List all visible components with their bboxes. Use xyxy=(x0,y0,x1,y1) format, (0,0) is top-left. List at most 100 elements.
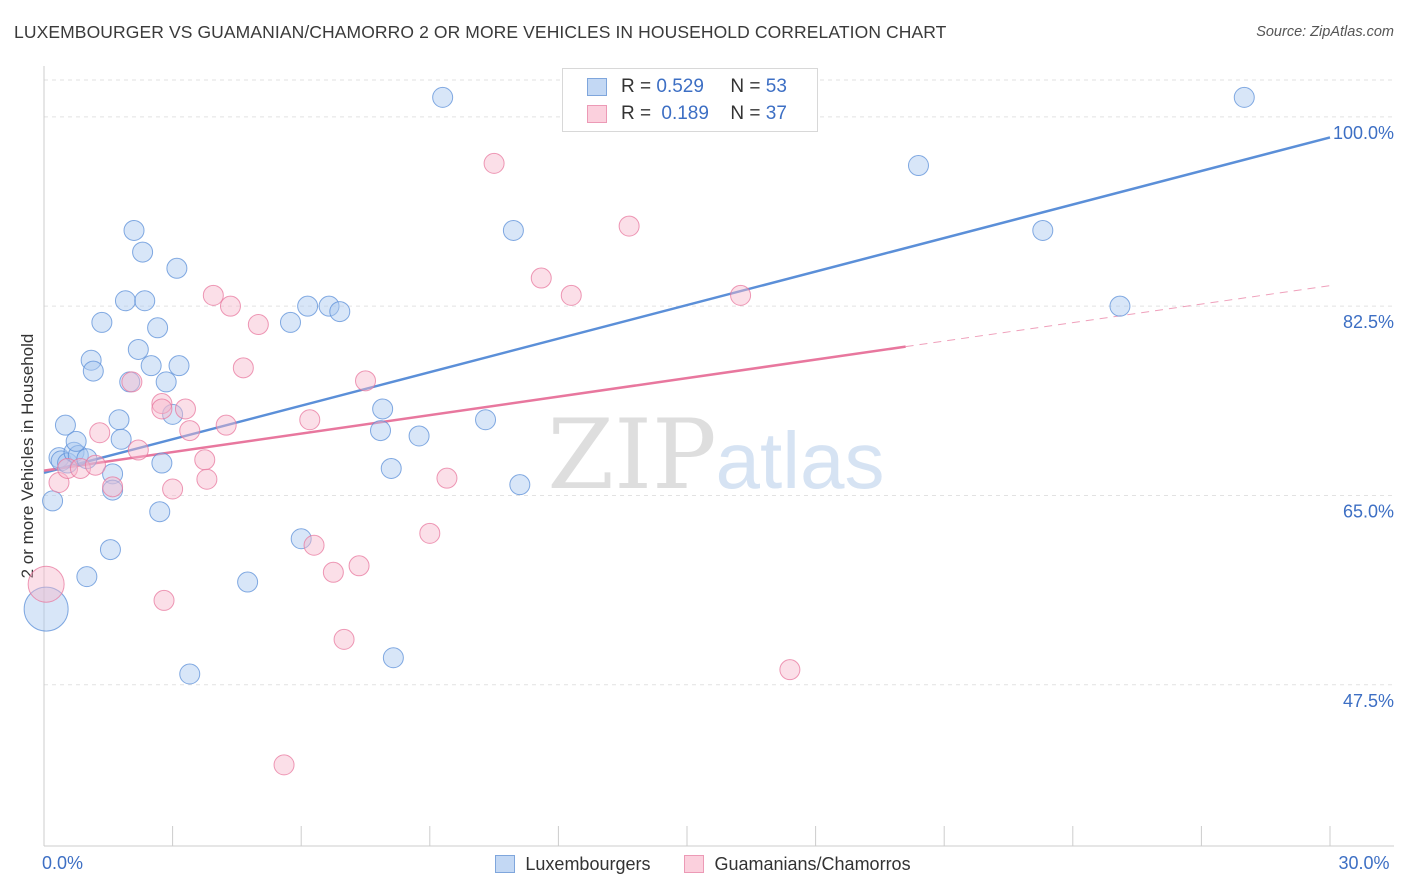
data-point-guamanian xyxy=(779,659,801,681)
grid-lines xyxy=(44,79,1394,686)
data-point-luxembourger xyxy=(162,403,184,425)
data-point-luxembourger xyxy=(166,257,188,279)
data-point-luxembourger xyxy=(132,241,154,263)
data-point-guamanian xyxy=(57,457,79,479)
data-point-guamanian xyxy=(196,468,218,490)
data-point-guamanian xyxy=(273,754,295,776)
data-point-guamanian xyxy=(151,398,173,420)
data-point-guamanian xyxy=(151,393,173,415)
data-point-luxembourger xyxy=(475,409,497,431)
data-point-luxembourger xyxy=(509,474,531,496)
data-point-luxembourger xyxy=(99,539,121,561)
data-point-luxembourger xyxy=(102,463,124,485)
data-point-luxembourger xyxy=(237,571,259,593)
legend-n-label: N = xyxy=(730,103,761,124)
data-point-luxembourger xyxy=(65,430,87,452)
legend-row-guamanians: R = 0.189 N = 37 xyxy=(587,101,787,127)
data-point-luxembourger xyxy=(1233,86,1255,108)
data-point-luxembourger xyxy=(127,338,149,360)
data-point-luxembourger xyxy=(149,501,171,523)
data-point-luxembourger xyxy=(279,311,301,333)
data-point-guamanian xyxy=(232,357,254,379)
data-point-luxembourger xyxy=(408,425,430,447)
x-tick-label: 0.0% xyxy=(42,853,83,873)
data-point-guamanian xyxy=(419,522,441,544)
data-point-luxembourger xyxy=(502,219,524,241)
data-point-luxembourger xyxy=(134,290,156,312)
data-point-guamanian xyxy=(179,420,201,442)
data-point-luxembourger xyxy=(907,155,929,177)
y-tick-label: 100.0% xyxy=(1333,123,1394,143)
data-point-guamanian xyxy=(202,284,224,306)
data-point-luxembourger xyxy=(151,452,173,474)
legend-r-value: 0.189 xyxy=(661,103,709,124)
legend-swatch-blue xyxy=(495,855,516,873)
y-tick-label: 47.5% xyxy=(1343,691,1394,711)
data-point-luxembourger xyxy=(432,86,454,108)
data-point-luxembourger xyxy=(42,490,64,512)
data-point-guamanian xyxy=(215,414,237,436)
legend-n-label: N = xyxy=(730,76,761,97)
legend-series-name: Luxembourgers xyxy=(525,853,651,874)
data-point-guamanian xyxy=(162,478,184,500)
data-point-luxembourger xyxy=(382,647,404,669)
data-point-guamanian xyxy=(299,409,321,431)
data-point-luxembourger xyxy=(290,528,312,550)
legend-r-label: R = xyxy=(621,103,652,124)
data-point-guamanian xyxy=(247,314,269,336)
source-credit: Source: ZipAtlas.com xyxy=(1256,24,1394,40)
data-point-guamanian xyxy=(89,422,111,444)
data-point-guamanian xyxy=(121,371,143,393)
data-point-guamanian xyxy=(483,152,505,174)
stats-legend: R = 0.529 N = 53 R = 0.189 N = 37 xyxy=(562,68,818,132)
data-point-guamanian xyxy=(102,476,124,498)
data-point-guamanian xyxy=(560,284,582,306)
data-point-luxembourger xyxy=(123,219,145,241)
data-point-luxembourger xyxy=(329,301,351,323)
data-point-luxembourger xyxy=(318,295,340,317)
data-point-luxembourger xyxy=(54,414,76,436)
data-point-luxembourger xyxy=(110,428,132,450)
legend-swatch-blue xyxy=(587,78,607,96)
legend-swatch-pink xyxy=(684,855,705,873)
data-point-luxembourger xyxy=(370,420,392,442)
data-point-guamanian xyxy=(153,589,175,611)
watermark-zip: ZIP xyxy=(547,399,716,511)
data-point-guamanian xyxy=(436,467,458,489)
trend-line-guamanians xyxy=(43,345,906,472)
y-tick-label: 82.5% xyxy=(1343,312,1394,332)
data-point-guamanian xyxy=(322,561,344,583)
legend-n-value: 37 xyxy=(765,103,787,124)
data-point-luxembourger xyxy=(108,409,130,431)
data-point-luxembourger xyxy=(155,371,177,393)
data-point-luxembourger xyxy=(114,290,136,312)
data-point-guamanian xyxy=(333,628,355,650)
legend-row-luxembourgers: R = 0.529 N = 53 xyxy=(587,74,787,100)
axes xyxy=(43,66,1394,847)
data-point-luxembourger xyxy=(1032,219,1054,241)
watermark-atlas: atlas xyxy=(716,416,885,505)
data-point-luxembourger xyxy=(380,457,402,479)
data-point-guamanian xyxy=(303,534,325,556)
legend-item-guamanians[interactable]: Guamanians/Chamorros xyxy=(684,852,911,876)
data-point-luxembourger xyxy=(147,317,169,339)
legend-r-label: R = xyxy=(621,76,652,97)
series-legend: Luxembourgers Guamanians/Chamorros xyxy=(0,852,1406,876)
tick-labels: 100.0% 82.5% 65.0% 47.5% 0.0% 30.0% xyxy=(42,123,1394,873)
chart-title: LUXEMBOURGER VS GUAMANIAN/CHAMORRO 2 OR … xyxy=(14,22,947,42)
data-point-guamanian xyxy=(219,295,241,317)
data-point-luxembourger xyxy=(1109,295,1131,317)
data-point-guamanian xyxy=(530,267,552,289)
data-point-guamanian xyxy=(84,454,106,476)
data-point-luxembourger xyxy=(297,295,319,317)
data-point-guamanian xyxy=(174,398,196,420)
data-point-luxembourger xyxy=(76,566,98,588)
legend-item-luxembourgers[interactable]: Luxembourgers xyxy=(495,852,650,876)
data-point-luxembourger xyxy=(63,441,85,463)
data-points xyxy=(23,86,1255,776)
data-point-luxembourger xyxy=(372,398,394,420)
trend-line-luxembourgers xyxy=(43,136,1331,474)
data-point-luxembourger xyxy=(168,355,190,377)
legend-series-name: Guamanians/Chamorros xyxy=(714,853,911,874)
